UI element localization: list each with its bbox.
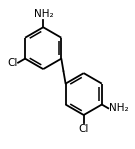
Text: Cl: Cl [7, 58, 17, 68]
Text: NH₂: NH₂ [34, 9, 54, 19]
Text: NH₂: NH₂ [109, 103, 129, 113]
Text: Cl: Cl [79, 124, 89, 134]
